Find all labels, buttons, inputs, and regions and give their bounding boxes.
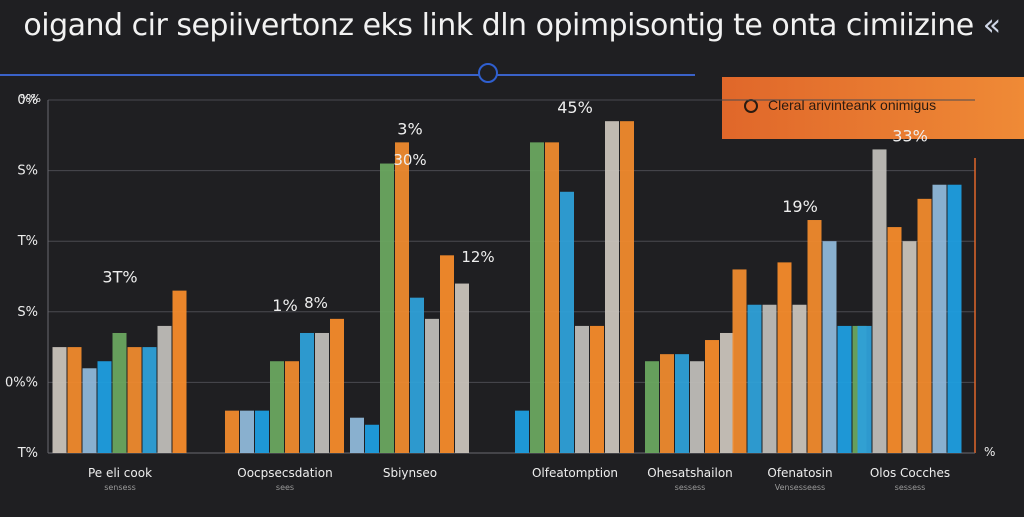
bar	[807, 220, 822, 453]
data-label: 45%	[557, 98, 593, 117]
bar	[575, 325, 589, 453]
bar	[857, 325, 872, 453]
bar	[720, 332, 734, 453]
bar	[560, 191, 574, 453]
bar	[887, 227, 902, 453]
y-tick-label: 0%	[17, 93, 38, 108]
data-label: 1%	[272, 296, 297, 315]
x-tick-sublabel: sessess	[675, 483, 706, 492]
bar	[270, 361, 284, 453]
bar	[97, 361, 112, 453]
bar	[127, 347, 142, 453]
bar	[732, 269, 747, 453]
bar	[315, 332, 329, 453]
data-label: 3T%	[102, 268, 137, 287]
right-tick-label: %	[984, 445, 995, 459]
bar	[902, 241, 917, 453]
floating-label: 12%	[461, 248, 494, 266]
y-tick-label: S%	[17, 164, 38, 179]
bar	[285, 361, 299, 453]
bar	[455, 283, 469, 453]
x-tick-label: Ohesatshailon	[647, 466, 733, 480]
data-label: 33%	[892, 126, 928, 145]
bar	[762, 304, 777, 453]
x-tick-label: Pe eli cook	[88, 466, 152, 480]
bar	[822, 241, 837, 453]
bar	[255, 410, 269, 453]
data-label: 19%	[782, 197, 818, 216]
bar	[605, 121, 619, 454]
x-tick-label: Olos Cocches	[870, 466, 950, 480]
bar	[660, 354, 674, 453]
bar	[112, 332, 127, 453]
bar	[300, 332, 314, 453]
bar	[675, 354, 689, 453]
x-tick-label: Ofenatosin	[767, 466, 832, 480]
y-tick-label: T%	[17, 446, 38, 461]
y-tick-label: 0%%	[5, 375, 38, 390]
bar	[365, 424, 379, 453]
bar	[792, 304, 807, 453]
y-tick-label: T%	[17, 234, 38, 249]
bar	[395, 142, 409, 454]
bar	[330, 318, 344, 453]
x-tick-sublabel: sessess	[895, 483, 926, 492]
bar	[380, 163, 394, 454]
bar	[705, 340, 719, 453]
x-tick-sublabel: Vensesseess	[775, 483, 825, 492]
bar	[142, 347, 157, 453]
top-rule	[0, 74, 695, 76]
bar	[590, 325, 604, 453]
data-label: 3%	[397, 119, 422, 138]
bar	[620, 121, 634, 454]
bar	[350, 417, 364, 453]
title-mark: «	[982, 8, 1001, 43]
x-tick-label: Sbiynseo	[383, 466, 437, 480]
legend-banner: Cleral arivinteank onimigus	[722, 77, 1024, 139]
bar	[82, 368, 97, 453]
x-tick-sublabel: sensess	[104, 483, 136, 492]
bar	[690, 361, 704, 453]
bar	[917, 198, 932, 453]
bar	[530, 142, 544, 454]
y-tick-label: S%	[17, 305, 38, 320]
slider-knob-icon[interactable]	[478, 63, 498, 83]
bar	[440, 255, 454, 453]
bar	[52, 347, 67, 453]
bar	[545, 142, 559, 454]
bar	[837, 325, 852, 453]
floating-label: 8%	[304, 294, 328, 312]
x-tick-sublabel: sees	[276, 483, 294, 492]
bar	[515, 410, 529, 453]
bar	[240, 410, 254, 453]
bar	[645, 361, 659, 453]
bar	[425, 318, 439, 453]
bar	[872, 149, 887, 454]
bar	[777, 262, 792, 453]
chart-title: oigand cir sepiivertonz eks link dln opi…	[0, 8, 1024, 43]
floating-label: 30%	[393, 151, 426, 169]
bar	[225, 410, 239, 453]
x-tick-label: Olfeatomption	[532, 466, 618, 480]
legend-label: Cleral arivinteank onimigus	[768, 97, 937, 113]
bar	[410, 297, 424, 453]
chart-title-text: oigand cir sepiivertonz eks link dln opi…	[23, 8, 974, 43]
bar	[157, 325, 172, 453]
x-tick-label: Oocpsecsdation	[237, 466, 332, 480]
bar	[947, 184, 962, 453]
bar	[67, 347, 82, 453]
bar	[932, 184, 947, 453]
bar	[747, 304, 762, 453]
bar	[172, 290, 187, 453]
y-axis-mark: %%	[20, 92, 41, 105]
